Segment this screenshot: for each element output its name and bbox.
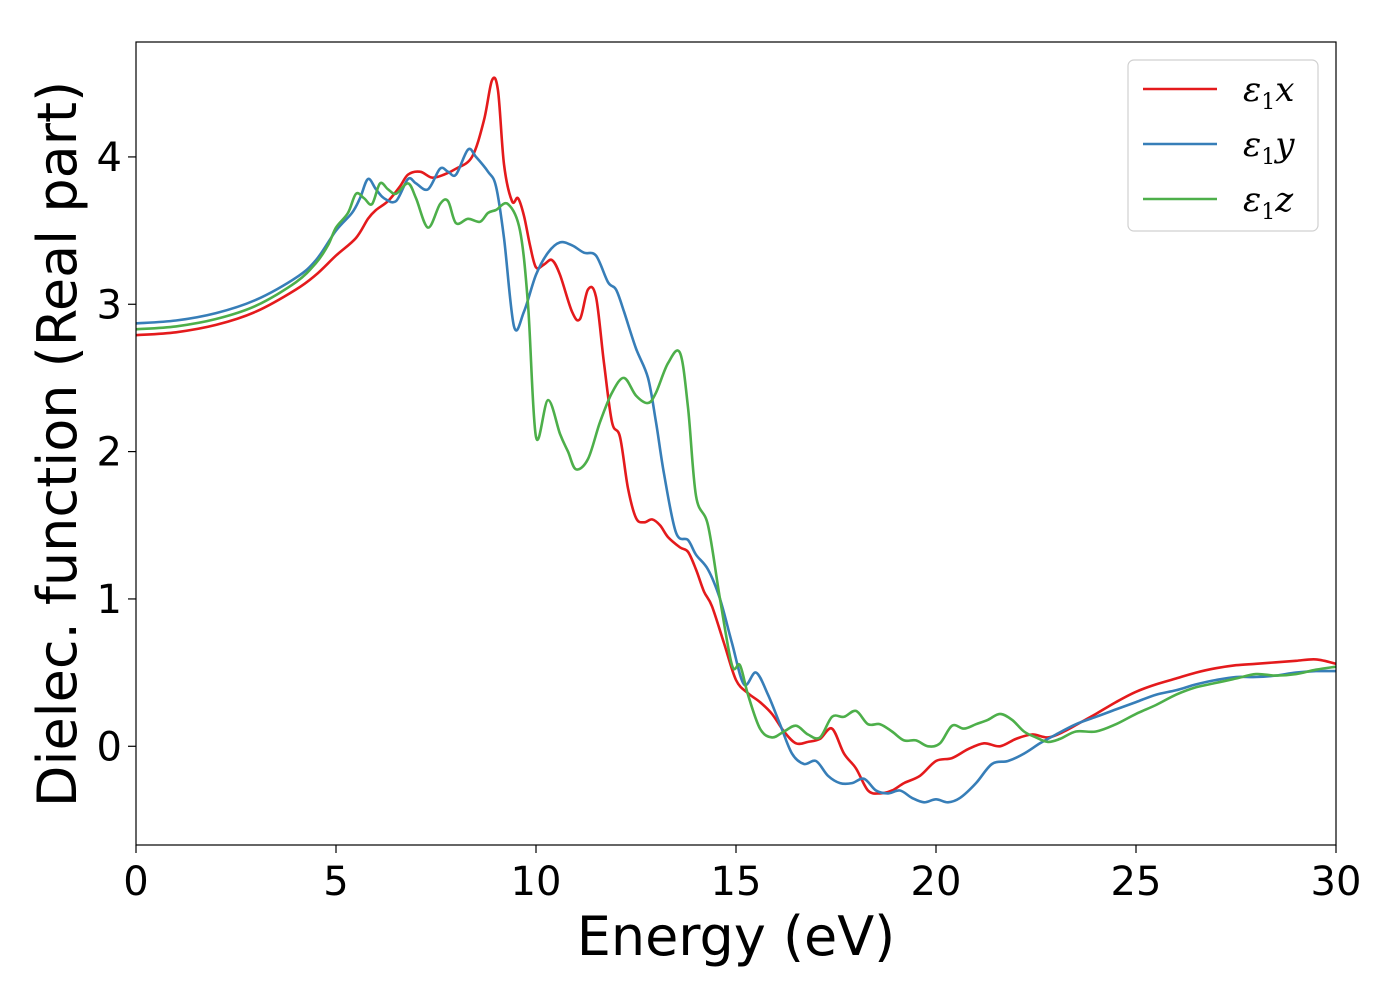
x-tick-label: 15: [711, 859, 762, 905]
x-tick-label: 25: [1111, 859, 1162, 905]
legend-box: [1127, 59, 1319, 232]
series-layer: [135, 76, 1337, 804]
x-tick-label: 0: [123, 859, 148, 905]
series-line-z: [135, 181, 1337, 748]
x-tick-label: 5: [323, 859, 348, 905]
x-axis: 0 5 10 15 20 25 30: [123, 845, 1361, 905]
x-tick-label: 20: [911, 859, 962, 905]
x-axis-title: Energy (eV): [577, 905, 896, 968]
y-axis: 0 1 2 3 4: [97, 135, 136, 770]
y-tick-label: 2: [97, 430, 122, 476]
series-line-y: [135, 147, 1337, 804]
legend-label-x: ε1x: [1243, 70, 1294, 115]
legend: ε1x ε1y ε1z: [1127, 59, 1319, 232]
x-tick-label: 30: [1311, 859, 1362, 905]
x-tick-label: 10: [511, 859, 562, 905]
y-tick-label: 3: [97, 282, 122, 328]
legend-label-y: ε1y: [1243, 125, 1295, 170]
y-axis-title: Dielec. function (Real part): [26, 81, 89, 807]
y-tick-label: 1: [97, 577, 122, 623]
y-tick-label: 4: [97, 135, 122, 181]
legend-label-z: ε1z: [1243, 180, 1294, 225]
y-tick-label: 0: [97, 724, 122, 770]
